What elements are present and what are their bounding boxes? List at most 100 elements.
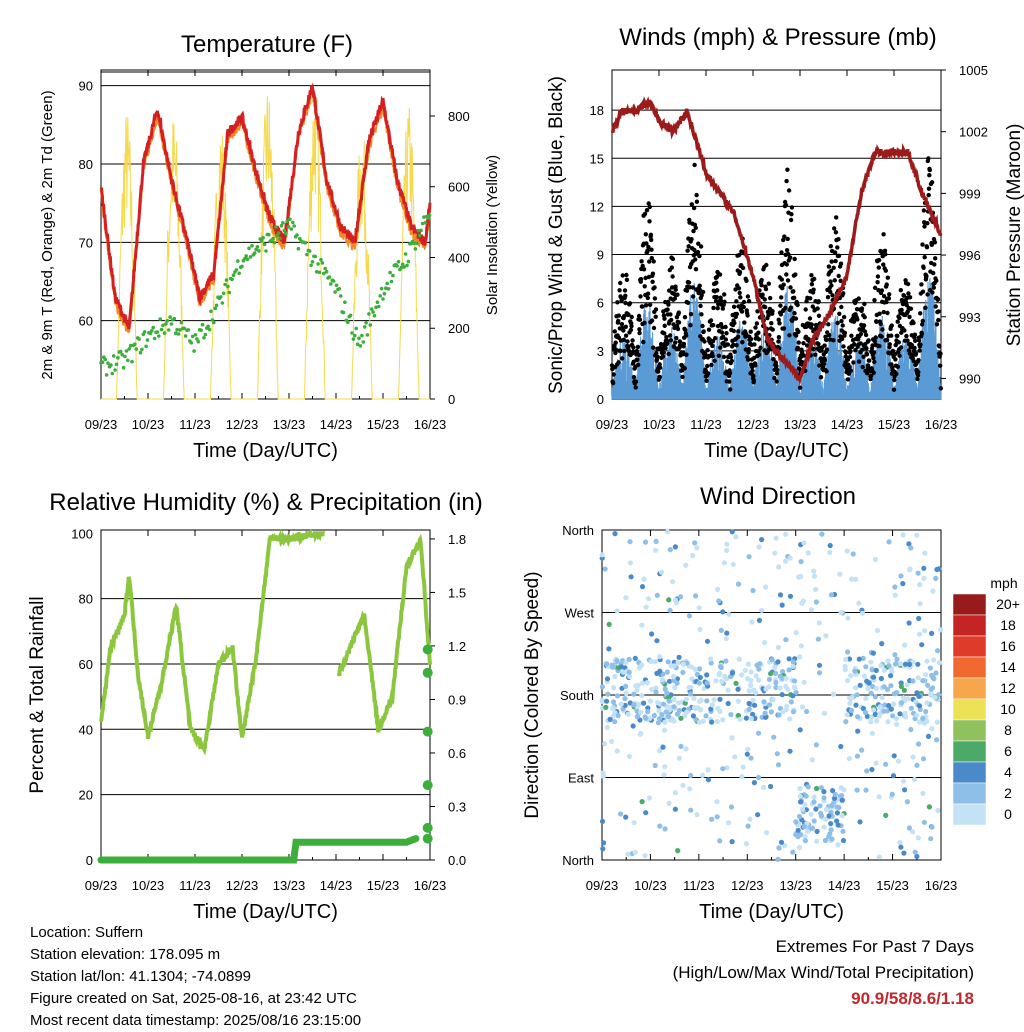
direction-point [788, 699, 794, 705]
gust-point [887, 292, 892, 297]
gust-point [855, 317, 860, 322]
direction-point [886, 539, 892, 545]
dewpoint-point [116, 356, 120, 360]
gust-point [728, 387, 733, 392]
gust-point [623, 300, 628, 306]
gust-point [906, 291, 911, 296]
direction-point [924, 718, 930, 724]
dewpoint-point [236, 259, 240, 263]
direction-point [910, 678, 916, 684]
direction-point [827, 549, 833, 555]
direction-point [703, 713, 709, 719]
gust-point [705, 348, 710, 353]
direction-point [676, 707, 683, 714]
direction-point [915, 675, 921, 681]
x-tick-label: 14/23 [828, 878, 861, 893]
x-tick-label: 13/23 [784, 417, 817, 432]
gust-point [785, 278, 791, 283]
direction-point [711, 697, 717, 703]
gust-point [631, 345, 636, 350]
gust-point [714, 294, 719, 300]
gust-point [915, 373, 921, 378]
direction-point [779, 669, 786, 675]
gust-point [624, 277, 630, 282]
direction-point [694, 545, 700, 551]
dewpoint-point [386, 287, 391, 291]
direction-point [756, 666, 762, 672]
dewpoint-point [417, 233, 422, 238]
gust-point [792, 295, 797, 300]
direction-point [802, 833, 808, 840]
gust-point [651, 325, 657, 331]
direction-point [892, 584, 898, 590]
direction-point [796, 574, 802, 580]
gust-point [630, 349, 636, 354]
gust-point [646, 244, 651, 250]
direction-point [801, 679, 807, 685]
y-tick-label: 60 [79, 314, 93, 329]
direction-point [739, 774, 745, 780]
gust-point [816, 341, 821, 347]
gust-point [644, 241, 649, 246]
direction-point [793, 630, 799, 636]
gust-point [881, 232, 886, 237]
gust-point [780, 286, 785, 291]
gust-point [862, 329, 868, 334]
legend-label: 10 [1000, 701, 1016, 717]
direction-point [715, 586, 721, 593]
gust-point [731, 328, 736, 334]
dewpoint-point [419, 228, 423, 233]
gust-point [851, 319, 857, 324]
dewpoint-point [200, 322, 205, 327]
dewpoint-point [151, 325, 155, 330]
gust-point [617, 288, 622, 293]
gust-point [896, 340, 901, 345]
gust-point [781, 282, 786, 287]
direction-point [688, 664, 694, 670]
gust-point [922, 255, 927, 260]
gust-point [756, 337, 762, 342]
direction-point [642, 714, 648, 720]
direction-point [901, 850, 907, 856]
gust-point [784, 262, 789, 267]
gust-point [778, 303, 783, 308]
gust-point [788, 285, 793, 290]
direction-point [917, 601, 923, 607]
rain-point [422, 726, 433, 737]
y-right-tick-label: 400 [448, 250, 470, 265]
gust-point [938, 386, 943, 391]
gust-point [895, 333, 900, 339]
gust-point [637, 317, 643, 322]
gust-point [828, 244, 833, 249]
gust-point [684, 333, 689, 338]
legend-swatch [952, 656, 987, 679]
direction-point [751, 780, 758, 786]
gust-point [645, 291, 651, 296]
gust-point [737, 290, 742, 296]
gust-point [682, 315, 688, 320]
gust-point [669, 285, 675, 290]
direction-point [666, 800, 672, 807]
direction-point [829, 836, 835, 842]
gust-point [898, 288, 903, 293]
direction-point [797, 786, 803, 792]
gust-point [689, 237, 694, 242]
direction-point [888, 683, 894, 689]
gust-point [793, 272, 798, 277]
direction-point [717, 838, 723, 844]
direction-point [844, 548, 850, 554]
gust-point [811, 287, 816, 292]
direction-point [659, 712, 665, 718]
dewpoint-point [426, 216, 430, 220]
gust-point [789, 205, 795, 210]
dewpoint-point [248, 255, 253, 259]
direction-point [911, 776, 918, 783]
gust-point [827, 337, 833, 342]
gust-point [882, 248, 888, 253]
direction-point [908, 726, 914, 733]
gust-point [759, 283, 764, 288]
x-tick-label: 13/23 [273, 417, 306, 432]
direction-point [869, 667, 875, 673]
direction-point [623, 595, 629, 601]
gust-point [722, 292, 727, 297]
